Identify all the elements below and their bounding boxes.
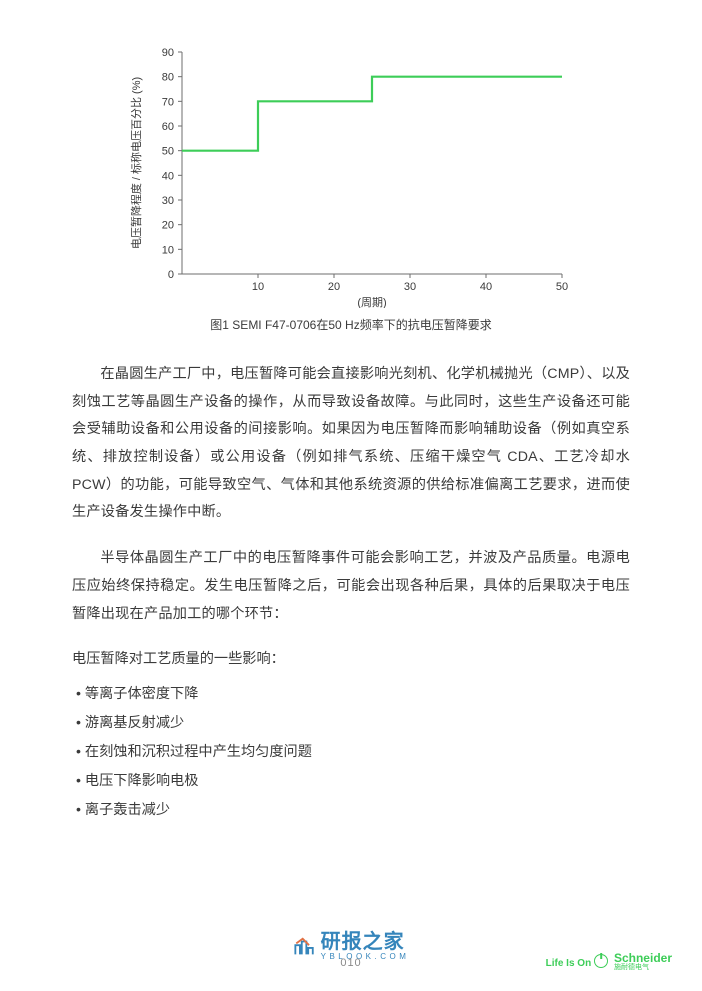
svg-text:(周期): (周期) bbox=[357, 296, 386, 308]
page-root: 01020304050607080901020304050(周期)电压暂降程度 … bbox=[0, 0, 702, 991]
page-number: 010 bbox=[340, 957, 361, 969]
svg-text:20: 20 bbox=[162, 220, 174, 232]
svg-text:60: 60 bbox=[162, 121, 174, 133]
list-heading: 电压暂降对工艺质量的一些影响： bbox=[72, 646, 630, 674]
svg-text:10: 10 bbox=[162, 244, 174, 256]
paragraph-1: 在晶圆生产工厂中，电压暂降可能会直接影响光刻机、化学机械抛光（CMP）、以及刻蚀… bbox=[72, 361, 630, 527]
paragraph-2: 半导体晶圆生产工厂中的电压暂降事件可能会影响工艺，并波及产品质量。电源电压应始终… bbox=[72, 545, 630, 628]
figure-caption: 图1 SEMI F47-0706在50 Hz频率下的抗电压暂降要求 bbox=[72, 316, 630, 333]
svg-text:70: 70 bbox=[162, 96, 174, 108]
svg-text:50: 50 bbox=[162, 146, 174, 158]
effects-list: 等离子体密度下降游离基反射减少在刻蚀和沉积过程中产生均匀度问题电压下降影响电极离… bbox=[72, 680, 630, 826]
svg-text:30: 30 bbox=[404, 281, 416, 293]
watermark-text-en: YBLOOK.COM bbox=[321, 953, 410, 961]
svg-text:30: 30 bbox=[162, 195, 174, 207]
svg-text:电压暂降程度 / 标称电压百分比 (%): 电压暂降程度 / 标称电压百分比 (%) bbox=[129, 77, 143, 249]
svg-text:20: 20 bbox=[328, 281, 340, 293]
chart-container: 0 10 20 30 40 50 60 70 80 90 10 20 30 40 50 (周期) 电压暂降程度 … bbox=[120, 40, 582, 308]
svg-text:40: 40 bbox=[162, 170, 174, 182]
schneider-logo: Schneider 施耐德电气 bbox=[614, 952, 672, 971]
brand-block: Life Is On Schneider 施耐德电气 bbox=[546, 952, 672, 971]
power-icon bbox=[594, 954, 608, 968]
svg-text:10: 10 bbox=[252, 281, 264, 293]
page-footer: 研报之家 YBLOOK.COM 010 Life Is On Schneider… bbox=[0, 933, 702, 977]
life-is-on-text: Life Is On bbox=[546, 954, 608, 969]
svg-text:40: 40 bbox=[480, 281, 492, 293]
list-item: 游离基反射减少 bbox=[76, 709, 630, 738]
list-item: 电压下降影响电极 bbox=[76, 767, 630, 796]
svg-text:50: 50 bbox=[556, 281, 568, 293]
list-item: 等离子体密度下降 bbox=[76, 680, 630, 709]
list-item: 在刻蚀和沉积过程中产生均匀度问题 bbox=[76, 738, 630, 767]
watermark-icon bbox=[293, 936, 315, 958]
svg-text:90: 90 bbox=[162, 47, 174, 59]
list-item: 离子轰击减少 bbox=[76, 796, 630, 825]
watermark-text-cn: 研报之家 bbox=[321, 932, 410, 952]
svg-text:80: 80 bbox=[162, 72, 174, 84]
voltage-sag-chart: 0 10 20 30 40 50 60 70 80 90 10 20 30 40 50 (周期) 电压暂降程度 … bbox=[120, 40, 582, 308]
svg-text:0: 0 bbox=[168, 269, 174, 281]
